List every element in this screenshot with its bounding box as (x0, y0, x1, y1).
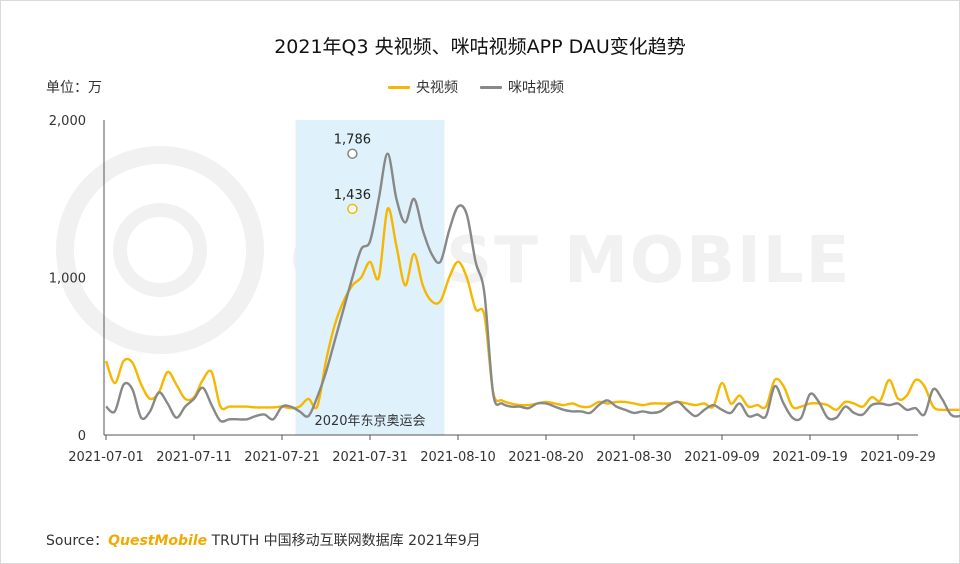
y-tick-label: 1,000 (49, 272, 86, 287)
x-tick-label: 2021-07-11 (156, 450, 232, 465)
x-tick-label: 2021-07-31 (332, 450, 408, 465)
legend-label-cctv: 央视频 (416, 80, 458, 96)
legend-label-migu: 咪咕视频 (508, 80, 564, 96)
legend-item-migu[interactable]: 咪咕视频 (480, 77, 564, 97)
peak-label: 1,786 (334, 133, 371, 148)
peak-label: 1,436 (334, 188, 371, 203)
legend-swatch-cctv (388, 85, 410, 89)
x-tick-label: 2021-09-09 (684, 450, 760, 465)
watermark-core (113, 203, 207, 297)
source-note: Source：QuestMobile TRUTH 中国移动互联网数据库 2021… (46, 530, 481, 550)
unit-label: 单位：万 (46, 80, 102, 96)
y-tick-label: 2,000 (49, 114, 86, 129)
x-tick-label: 2021-08-30 (596, 450, 672, 465)
series-line-migu (105, 152, 960, 423)
legend-swatch-migu (480, 85, 502, 89)
olympics-highlight-band (295, 120, 445, 435)
peak-marker (347, 203, 358, 215)
source-brand: QuestMobile (108, 533, 208, 549)
legend-item-cctv[interactable]: 央视频 (388, 77, 458, 97)
chart-title: 2021年Q3 央视频、咪咕视频APP DAU变化趋势 (274, 36, 686, 58)
y-tick-label: 0 (78, 429, 86, 444)
x-tick-label: 2021-08-20 (508, 450, 584, 465)
x-tick-label: 2021-07-01 (68, 450, 144, 465)
legend: 央视频 咪咕视频 (388, 77, 564, 97)
source-prefix: Source： (46, 533, 109, 549)
x-tick-label: 2021-09-19 (772, 450, 848, 465)
x-tick-label: 2021-08-10 (420, 450, 496, 465)
x-tick-label: 2021-09-29 (860, 450, 936, 465)
source-rest: TRUTH 中国移动互联网数据库 2021年9月 (211, 533, 481, 549)
peak-marker (347, 148, 358, 159)
watermark: QUEST MOBILE (56, 146, 849, 354)
series-line-cctv (104, 207, 960, 412)
x-tick-label: 2021-07-21 (244, 450, 320, 465)
watermark-ring (56, 146, 264, 354)
olympics-highlight-label: 2020年东京奥运会 (314, 414, 425, 429)
